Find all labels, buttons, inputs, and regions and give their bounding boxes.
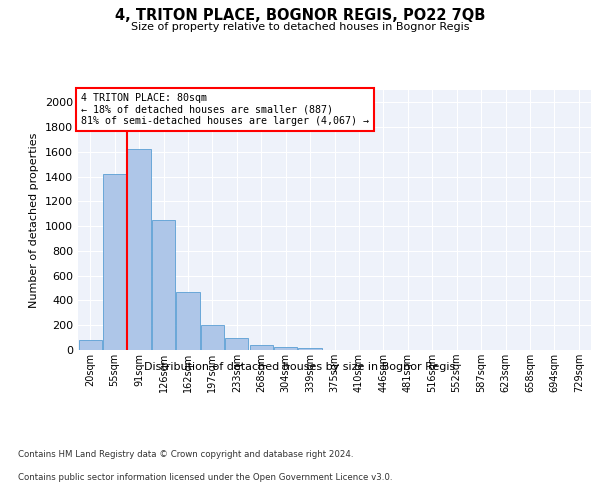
Bar <box>103 174 126 350</box>
Y-axis label: Number of detached properties: Number of detached properties <box>29 132 40 308</box>
Bar <box>250 345 273 350</box>
Text: 4 TRITON PLACE: 80sqm
← 18% of detached houses are smaller (887)
81% of semi-det: 4 TRITON PLACE: 80sqm ← 18% of detached … <box>80 92 368 126</box>
Bar <box>274 347 297 350</box>
Text: Distribution of detached houses by size in Bognor Regis: Distribution of detached houses by size … <box>145 362 455 372</box>
Text: Contains public sector information licensed under the Open Government Licence v3: Contains public sector information licen… <box>18 472 392 482</box>
Bar <box>127 150 151 350</box>
Bar <box>176 292 200 350</box>
Text: 4, TRITON PLACE, BOGNOR REGIS, PO22 7QB: 4, TRITON PLACE, BOGNOR REGIS, PO22 7QB <box>115 8 485 22</box>
Bar <box>298 348 322 350</box>
Text: Size of property relative to detached houses in Bognor Regis: Size of property relative to detached ho… <box>131 22 469 32</box>
Bar <box>152 220 175 350</box>
Bar <box>225 338 248 350</box>
Bar <box>201 325 224 350</box>
Bar <box>79 340 102 350</box>
Text: Contains HM Land Registry data © Crown copyright and database right 2024.: Contains HM Land Registry data © Crown c… <box>18 450 353 459</box>
